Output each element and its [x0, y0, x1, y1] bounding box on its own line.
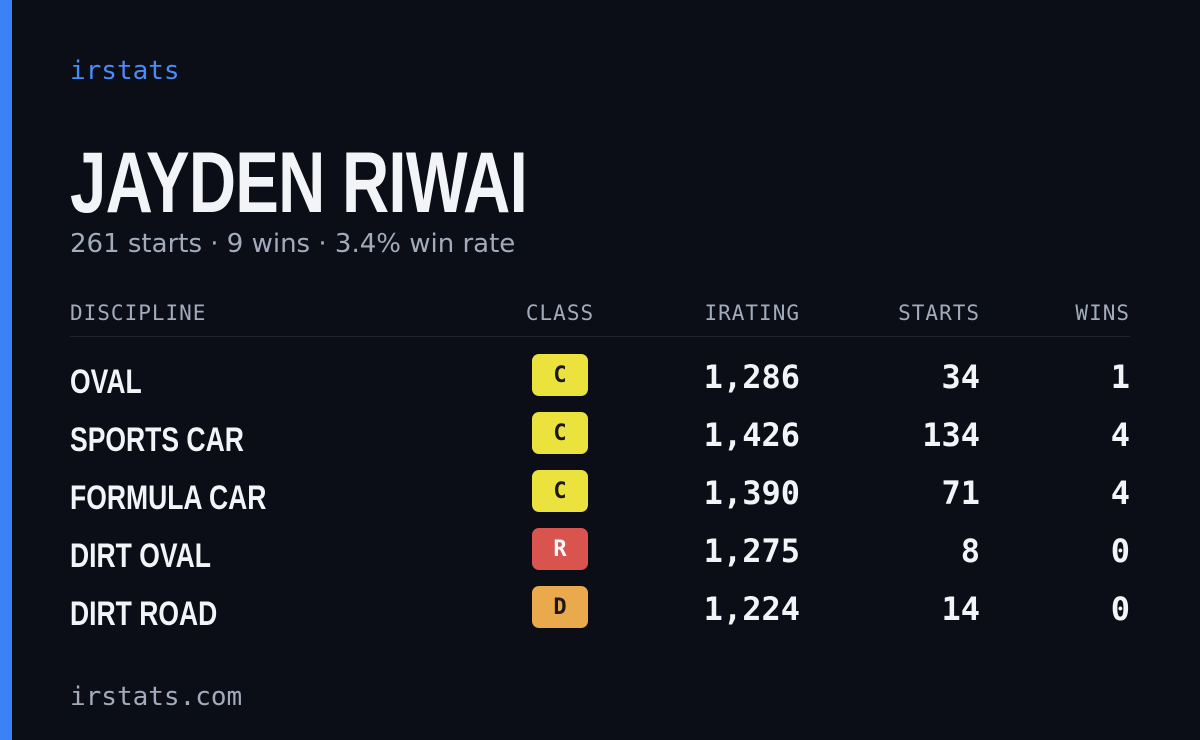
- class-badge: R: [532, 528, 588, 570]
- column-header: DISCIPLINE: [70, 301, 207, 325]
- class-badge: C: [532, 412, 588, 454]
- accent-bar: [0, 0, 12, 740]
- starts: 34: [941, 358, 980, 396]
- discipline: DIRT OVAL: [70, 537, 211, 575]
- brand: irstats: [70, 56, 180, 86]
- header-divider: [70, 336, 1130, 337]
- wins: 4: [1110, 416, 1130, 454]
- column-header: CLASS: [525, 301, 595, 325]
- column-header: STARTS: [898, 301, 980, 325]
- driver-name: JAYDEN RIWAI: [70, 135, 528, 231]
- class-badge: C: [532, 470, 588, 512]
- discipline: FORMULA CAR: [70, 479, 267, 517]
- class-badge: D: [532, 586, 588, 628]
- starts: 8: [960, 532, 980, 570]
- discipline: SPORTS CAR: [70, 421, 244, 459]
- wins: 1: [1110, 358, 1130, 396]
- footer-link: irstats.com: [70, 682, 243, 712]
- column-header: IRATING: [704, 301, 800, 325]
- irating: 1,286: [703, 358, 800, 396]
- discipline: DIRT ROAD: [70, 595, 218, 633]
- discipline: OVAL: [70, 363, 142, 401]
- wins: 4: [1110, 474, 1130, 512]
- irating: 1,275: [703, 532, 800, 570]
- driver-summary: 261 starts · 9 wins · 3.4% win rate: [70, 229, 516, 259]
- starts: 14: [941, 590, 980, 628]
- column-header: WINS: [1075, 301, 1130, 325]
- starts: 71: [941, 474, 980, 512]
- class-badge: C: [532, 354, 588, 396]
- irating: 1,390: [703, 474, 800, 512]
- irating: 1,426: [703, 416, 800, 454]
- wins: 0: [1110, 532, 1130, 570]
- irating: 1,224: [703, 590, 800, 628]
- starts: 134: [922, 416, 980, 454]
- wins: 0: [1110, 590, 1130, 628]
